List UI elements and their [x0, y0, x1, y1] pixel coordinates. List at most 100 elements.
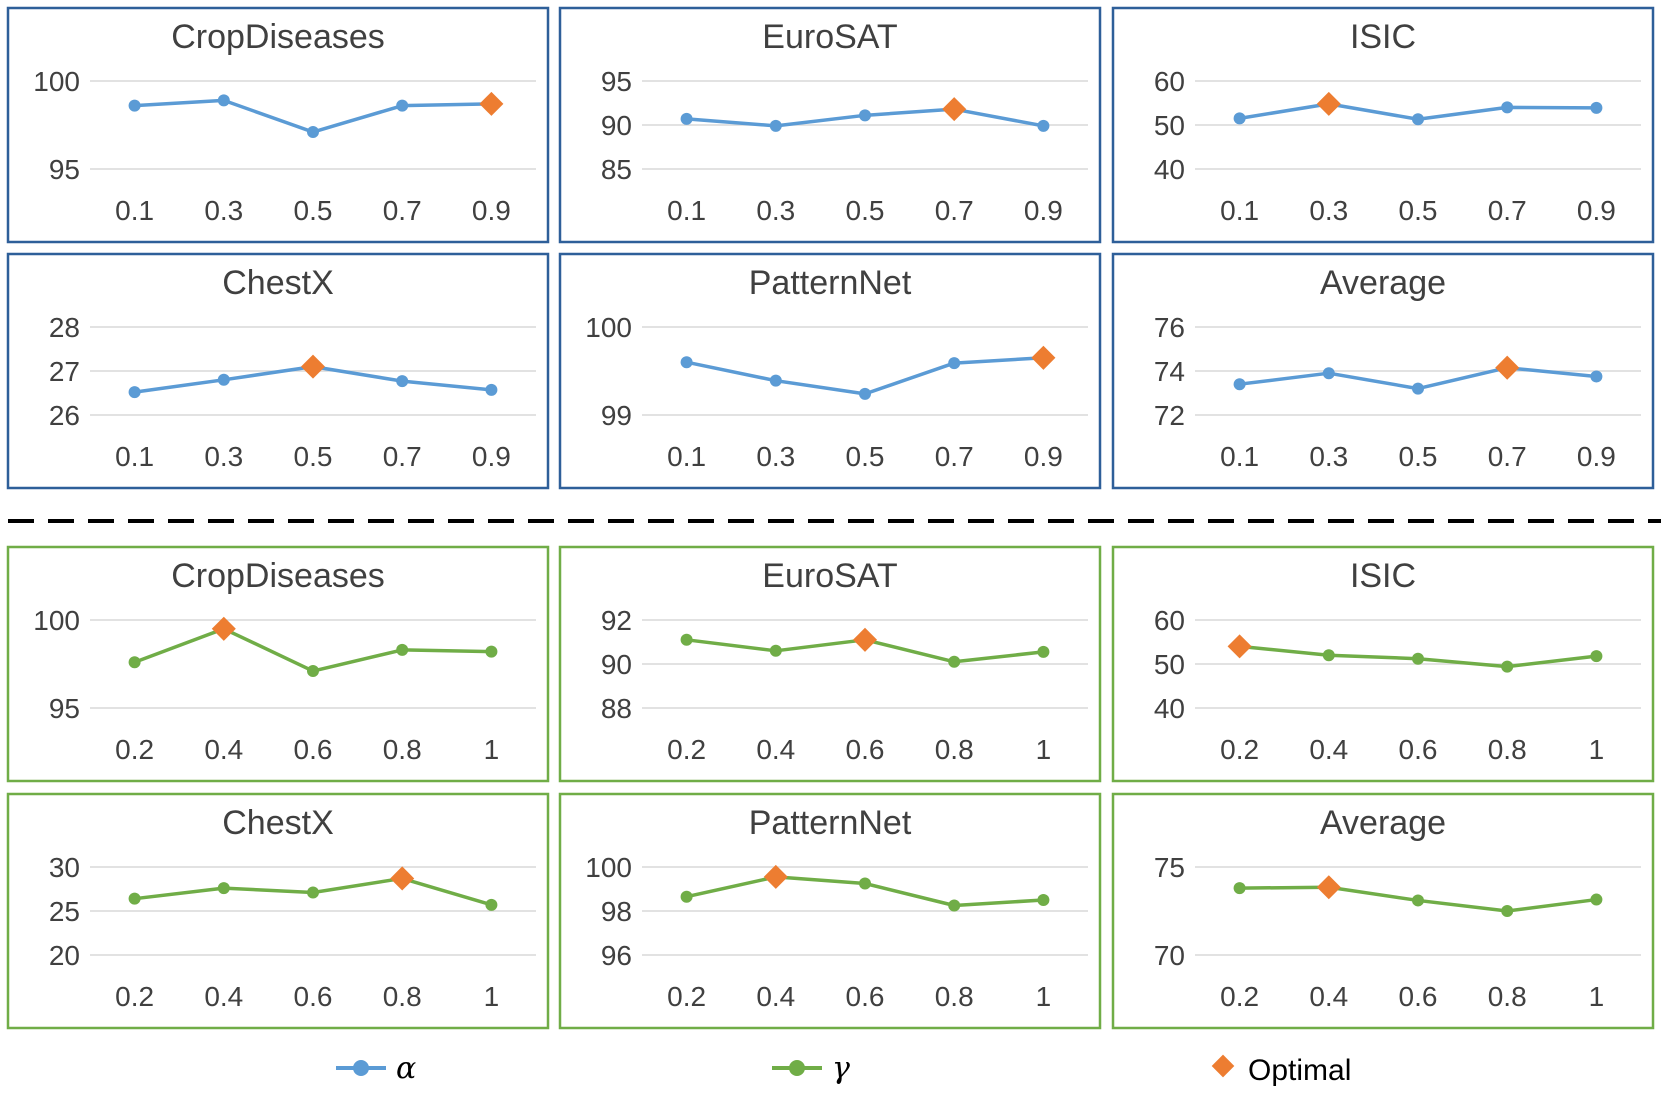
x-tick-label: 0.9	[1577, 195, 1616, 226]
legend-optimal: Optimal	[1211, 1054, 1351, 1087]
y-tick-label: 88	[601, 693, 632, 724]
x-tick-label: 0.2	[1220, 734, 1259, 765]
y-tick-label: 20	[49, 940, 80, 971]
x-tick-label: 0.1	[115, 195, 154, 226]
x-tick-label: 0.6	[846, 981, 885, 1012]
x-tick-label: 0.7	[383, 441, 422, 472]
chart-frame	[6, 545, 550, 783]
legend-gamma-label: γ	[832, 1051, 850, 1086]
x-tick-label: 0.2	[115, 734, 154, 765]
y-tick-label: 95	[49, 154, 80, 185]
x-tick-label: 0.4	[1309, 981, 1348, 1012]
legend-gamma: γ	[772, 1051, 850, 1086]
chart-title: ISIC	[1350, 557, 1416, 595]
x-tick-label: 0.3	[756, 441, 795, 472]
x-tick-label: 0.5	[294, 441, 333, 472]
chart-alpha-isic: ISIC 40 50 60 0.1 0.3 0.5 0.7 0.9	[1111, 6, 1655, 244]
chart-gamma-chestx: ChestX 20 25 30 0.2 0.4 0.6 0.8 1	[6, 792, 550, 1030]
data-point	[859, 387, 871, 400]
legend: α γ Optimal	[336, 1051, 1351, 1087]
x-tick-label: 0.2	[115, 981, 154, 1012]
data-point	[128, 656, 141, 669]
y-tick-label: 50	[1154, 110, 1185, 141]
x-tick-label: 0.3	[1309, 441, 1348, 472]
data-point	[1590, 101, 1603, 114]
chart-alpha-chestx: ChestX 26 27 28 0.1 0.3 0.5 0.7 0.9	[6, 252, 550, 490]
chart-gamma-patternnet: PatternNet 96 98 100 0.2 0.4 0.6 0.8 1	[558, 792, 1102, 1030]
x-tick-label: 0.4	[756, 734, 795, 765]
optimal-point	[1227, 634, 1252, 659]
chart-gamma-cropdiseases: CropDiseases 95 100 0.2 0.4 0.6 0.8 1	[6, 545, 550, 783]
x-tick-label: 0.8	[383, 981, 422, 1012]
data-point	[396, 375, 409, 388]
data-point	[307, 126, 319, 139]
x-tick-label: 0.9	[472, 441, 511, 472]
y-tick-label: 30	[49, 852, 80, 883]
data-point	[485, 645, 498, 658]
data-point	[307, 665, 319, 678]
x-tick-label: 1	[1036, 734, 1052, 765]
x-tick-label: 0.3	[1309, 195, 1348, 226]
x-tick-label: 1	[1589, 734, 1605, 765]
y-tick-label: 100	[33, 605, 80, 636]
x-tick-label: 0.6	[846, 734, 885, 765]
data-point	[1590, 650, 1603, 663]
chart-title: ChestX	[222, 804, 334, 842]
chart-panels: CropDiseases 95 100 0.1 0.3 0.5 0.7 0.9 EuroSAT 8…	[6, 6, 1655, 1030]
y-tick-label: 74	[1154, 356, 1185, 387]
chart-gamma-isic: ISIC 40 50 60 0.2 0.4 0.6 0.8 1	[1111, 545, 1655, 783]
optimal-point	[1495, 355, 1520, 380]
data-point	[485, 898, 498, 911]
y-tick-label: 75	[1154, 852, 1185, 883]
x-tick-label: 0.3	[204, 195, 243, 226]
y-tick-label: 40	[1154, 154, 1185, 185]
data-point	[1590, 370, 1603, 383]
legend-gamma-marker	[789, 1060, 805, 1076]
y-tick-label: 28	[49, 312, 80, 343]
x-tick-label: 0.1	[115, 441, 154, 472]
x-tick-label: 1	[484, 734, 500, 765]
x-tick-label: 0.6	[294, 734, 333, 765]
data-point	[769, 374, 782, 387]
optimal-point	[1316, 91, 1341, 116]
chart-title: Average	[1320, 264, 1446, 302]
y-tick-label: 90	[601, 110, 632, 141]
chart-alpha-cropdiseases: CropDiseases 95 100 0.1 0.3 0.5 0.7 0.9	[6, 6, 550, 244]
data-point	[1412, 382, 1424, 395]
x-tick-label: 0.9	[472, 195, 511, 226]
data-point	[1501, 101, 1514, 114]
chart-alpha-average: Average 72 74 76 0.1 0.3 0.5 0.7 0.9	[1111, 252, 1655, 490]
x-tick-label: 0.4	[1309, 734, 1348, 765]
x-tick-label: 0.8	[935, 734, 974, 765]
optimal-point	[479, 91, 504, 116]
chart-title: Average	[1320, 804, 1446, 842]
data-point	[859, 109, 871, 122]
x-tick-label: 0.9	[1024, 441, 1063, 472]
chart-frame	[1111, 792, 1655, 1030]
legend-alpha-label: α	[396, 1051, 416, 1086]
y-tick-label: 72	[1154, 400, 1185, 431]
y-tick-label: 76	[1154, 312, 1185, 343]
chart-alpha-patternnet: PatternNet 99 100 0.1 0.3 0.5 0.7 0.9	[558, 252, 1102, 490]
data-point	[1412, 652, 1424, 665]
chart-title: CropDiseases	[171, 557, 385, 595]
data-point	[128, 99, 141, 112]
data-point	[680, 112, 693, 125]
y-tick-label: 92	[601, 605, 632, 636]
data-point	[128, 892, 141, 905]
legend-optimal-marker	[1211, 1054, 1235, 1078]
data-point	[1037, 894, 1050, 906]
data-point	[680, 890, 693, 903]
x-tick-label: 1	[484, 981, 500, 1012]
x-tick-label: 0.8	[383, 734, 422, 765]
y-tick-label: 90	[601, 649, 632, 680]
x-tick-label: 0.1	[667, 195, 706, 226]
y-tick-label: 25	[49, 896, 80, 927]
y-tick-label: 85	[601, 154, 632, 185]
data-point	[217, 94, 230, 107]
data-point	[1233, 882, 1246, 895]
data-point	[307, 886, 319, 899]
data-point	[1590, 893, 1603, 906]
data-point	[396, 99, 409, 112]
y-tick-label: 60	[1154, 66, 1185, 97]
